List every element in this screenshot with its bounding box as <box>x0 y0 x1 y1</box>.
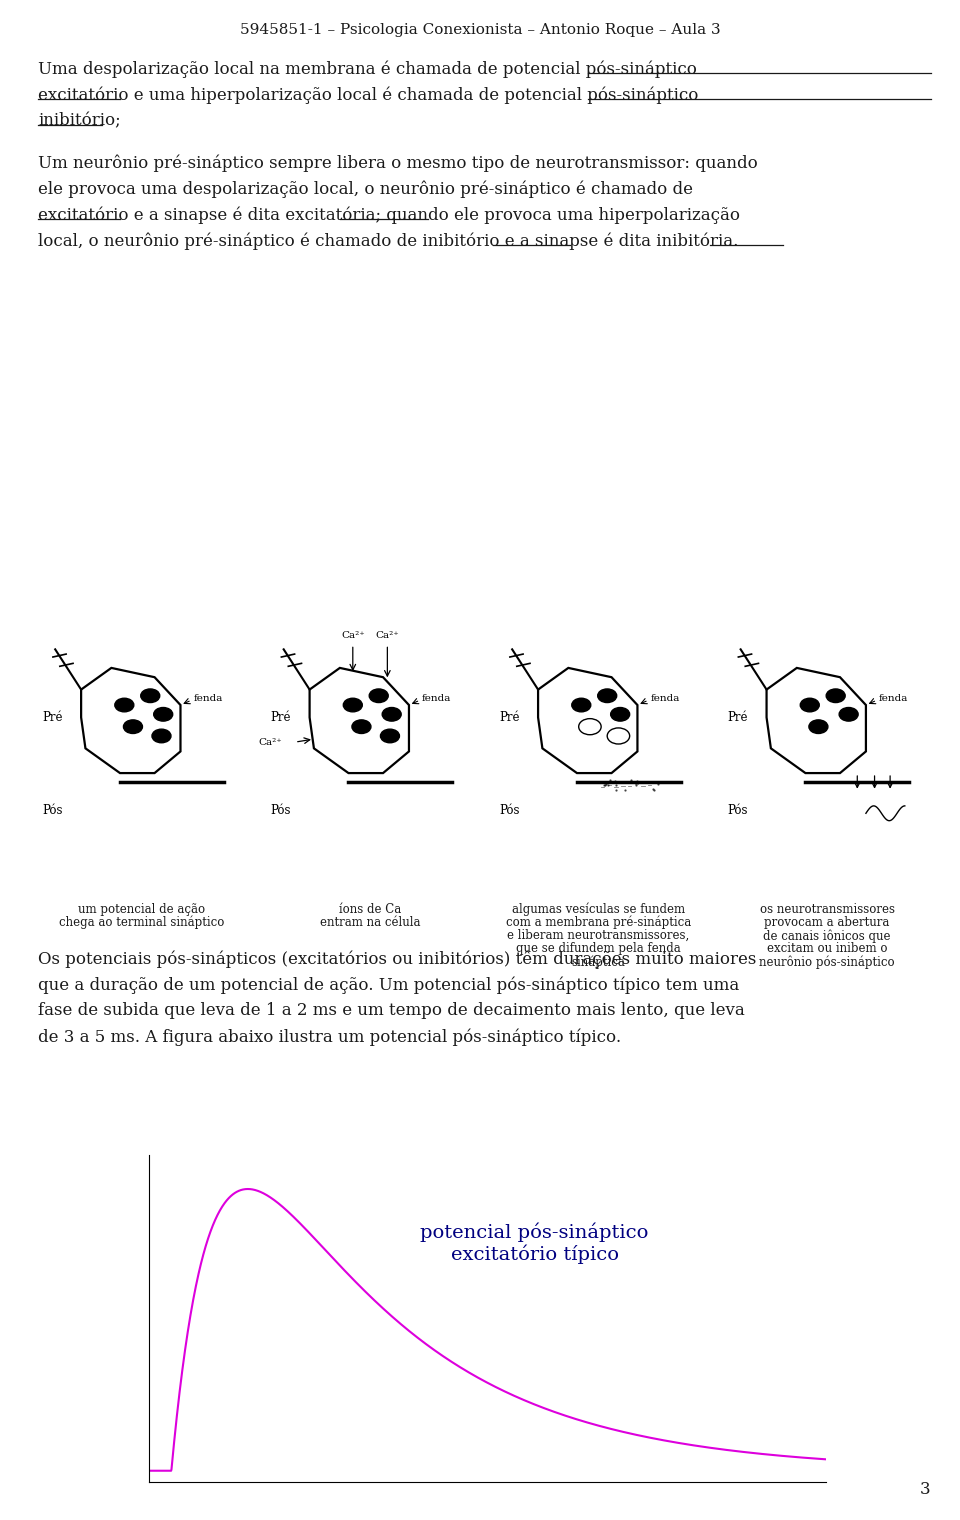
Text: Pré: Pré <box>728 711 748 724</box>
Text: algumas vesículas se fundem: algumas vesículas se fundem <box>512 903 685 917</box>
Text: provocam a abertura: provocam a abertura <box>764 917 890 929</box>
Text: Pós: Pós <box>42 804 62 816</box>
Text: Pós: Pós <box>728 804 748 816</box>
Text: inibitório;: inibitório; <box>38 112 121 129</box>
Text: Os potenciais pós-sinápticos (excitatórios ou inibitórios) têm durações muito ma: Os potenciais pós-sinápticos (excitatóri… <box>38 950 756 968</box>
Text: Pós: Pós <box>271 804 291 816</box>
Circle shape <box>827 689 845 702</box>
Text: Ca²⁺: Ca²⁺ <box>341 631 365 640</box>
Text: 3: 3 <box>920 1480 930 1499</box>
Text: um potencial de ação: um potencial de ação <box>78 903 205 915</box>
Circle shape <box>115 698 133 711</box>
Text: ele provoca uma despolarização local, o neurônio pré-sináptico é chamado de: ele provoca uma despolarização local, o … <box>38 181 693 198</box>
Text: Pré: Pré <box>42 711 62 724</box>
Text: excitatório e a sinapse é dita excitatória; quando ele provoca uma hiperpolariza: excitatório e a sinapse é dita excitatór… <box>38 207 740 223</box>
Text: excitam ou inibem o: excitam ou inibem o <box>767 942 887 956</box>
Circle shape <box>611 707 630 720</box>
Text: Ca²⁺: Ca²⁺ <box>259 737 282 746</box>
Text: Uma despolarização local na membrana é chamada de potencial pós-sináptico: Uma despolarização local na membrana é c… <box>38 61 697 79</box>
Text: entram na célula: entram na célula <box>320 917 420 929</box>
Circle shape <box>352 720 371 734</box>
Text: excitatório e uma hiperpolarização local é chamada de potencial pós-sináptico: excitatório e uma hiperpolarização local… <box>38 87 698 105</box>
Text: Um neurônio pré-sináptico sempre libera o mesmo tipo de neurotransmissor: quando: Um neurônio pré-sináptico sempre libera … <box>38 155 757 172</box>
Text: fase de subida que leva de 1 a 2 ms e um tempo de decaimento mais lento, que lev: fase de subida que leva de 1 a 2 ms e um… <box>38 1002 745 1018</box>
Text: sináptica: sináptica <box>571 956 626 970</box>
Text: que a duração de um potencial de ação. Um potencial pós-sináptico típico tem uma: que a duração de um potencial de ação. U… <box>38 976 739 994</box>
Text: com a membrana pré-sináptica: com a membrana pré-sináptica <box>506 917 691 929</box>
Text: neurônio pós-sináptico: neurônio pós-sináptico <box>759 956 895 970</box>
Text: Pós: Pós <box>499 804 519 816</box>
Text: fenda: fenda <box>879 695 908 704</box>
Circle shape <box>141 689 159 702</box>
Circle shape <box>572 698 590 711</box>
Text: chega ao terminal sináptico: chega ao terminal sináptico <box>59 917 225 929</box>
Text: os neurotransmissores: os neurotransmissores <box>759 903 895 915</box>
Text: de canais iônicos que: de canais iônicos que <box>763 929 891 942</box>
Circle shape <box>344 698 362 711</box>
Text: e liberam neurotransmissores,: e liberam neurotransmissores, <box>508 929 689 942</box>
Circle shape <box>152 730 171 743</box>
Circle shape <box>809 720 828 734</box>
Circle shape <box>380 730 399 743</box>
Circle shape <box>598 689 616 702</box>
Text: de 3 a 5 ms. A figura abaixo ilustra um potencial pós-sináptico típico.: de 3 a 5 ms. A figura abaixo ilustra um … <box>38 1028 621 1046</box>
Text: íons de Ca: íons de Ca <box>339 903 401 915</box>
Text: local, o neurônio pré-sináptico é chamado de inibitório e a sinapse é dita inibi: local, o neurônio pré-sináptico é chamad… <box>38 233 738 249</box>
Text: Pré: Pré <box>499 711 519 724</box>
Text: que se difundem pela fenda: que se difundem pela fenda <box>516 942 681 956</box>
Text: Ca²⁺: Ca²⁺ <box>375 631 399 640</box>
Circle shape <box>124 720 142 734</box>
Text: fenda: fenda <box>194 695 223 704</box>
Circle shape <box>839 707 858 720</box>
Text: potencial pós-sináptico
excitatório típico: potencial pós-sináptico excitatório típi… <box>420 1222 649 1265</box>
Circle shape <box>382 707 401 720</box>
Circle shape <box>801 698 819 711</box>
Circle shape <box>370 689 388 702</box>
Text: fenda: fenda <box>421 695 451 704</box>
Text: 5945851-1 – Psicologia Conexionista – Antonio Roque – Aula 3: 5945851-1 – Psicologia Conexionista – An… <box>240 23 720 36</box>
Circle shape <box>154 707 173 720</box>
Text: Pré: Pré <box>271 711 291 724</box>
Circle shape <box>608 728 630 743</box>
Circle shape <box>579 719 601 734</box>
Text: fenda: fenda <box>651 695 680 704</box>
